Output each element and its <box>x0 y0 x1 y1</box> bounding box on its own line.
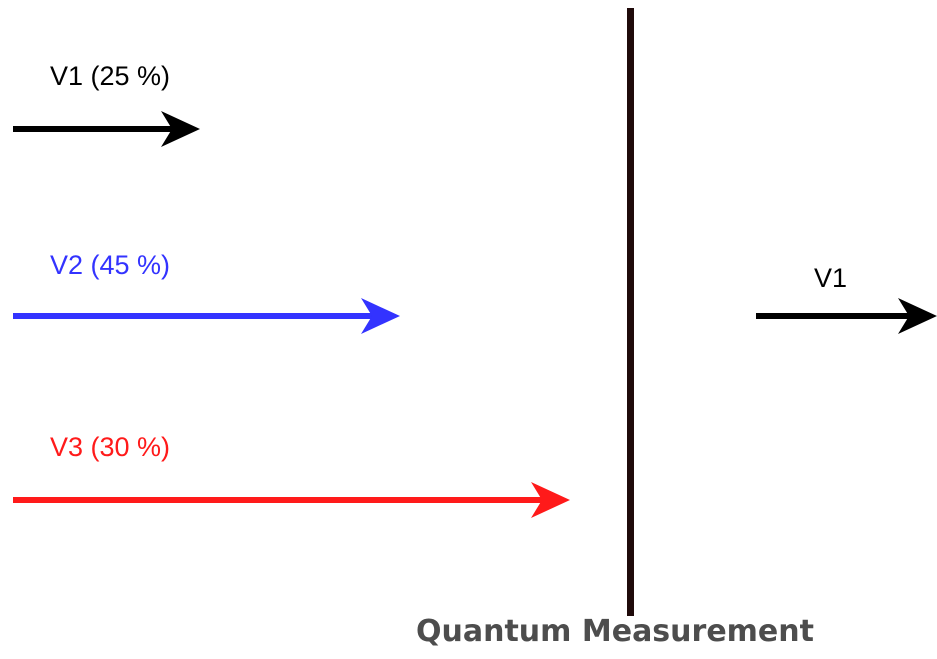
outcome-arrow <box>756 298 937 334</box>
v2-label: V2 (45 %) <box>50 250 171 280</box>
v2-arrowhead <box>361 298 400 334</box>
outcome-label: V1 <box>814 263 848 293</box>
v3-label: V3 (30 %) <box>50 432 171 462</box>
v3-arrow <box>13 482 570 518</box>
v1-arrow <box>13 111 200 147</box>
v1-arrowhead <box>161 111 200 147</box>
measurement-caption: Quantum Measurement <box>416 614 814 649</box>
v3-arrowhead <box>531 482 570 518</box>
v1-label: V1 (25 %) <box>50 61 171 91</box>
measurement-barrier <box>627 8 634 616</box>
v2-arrow <box>13 298 400 334</box>
outcome-arrowhead <box>898 298 937 334</box>
